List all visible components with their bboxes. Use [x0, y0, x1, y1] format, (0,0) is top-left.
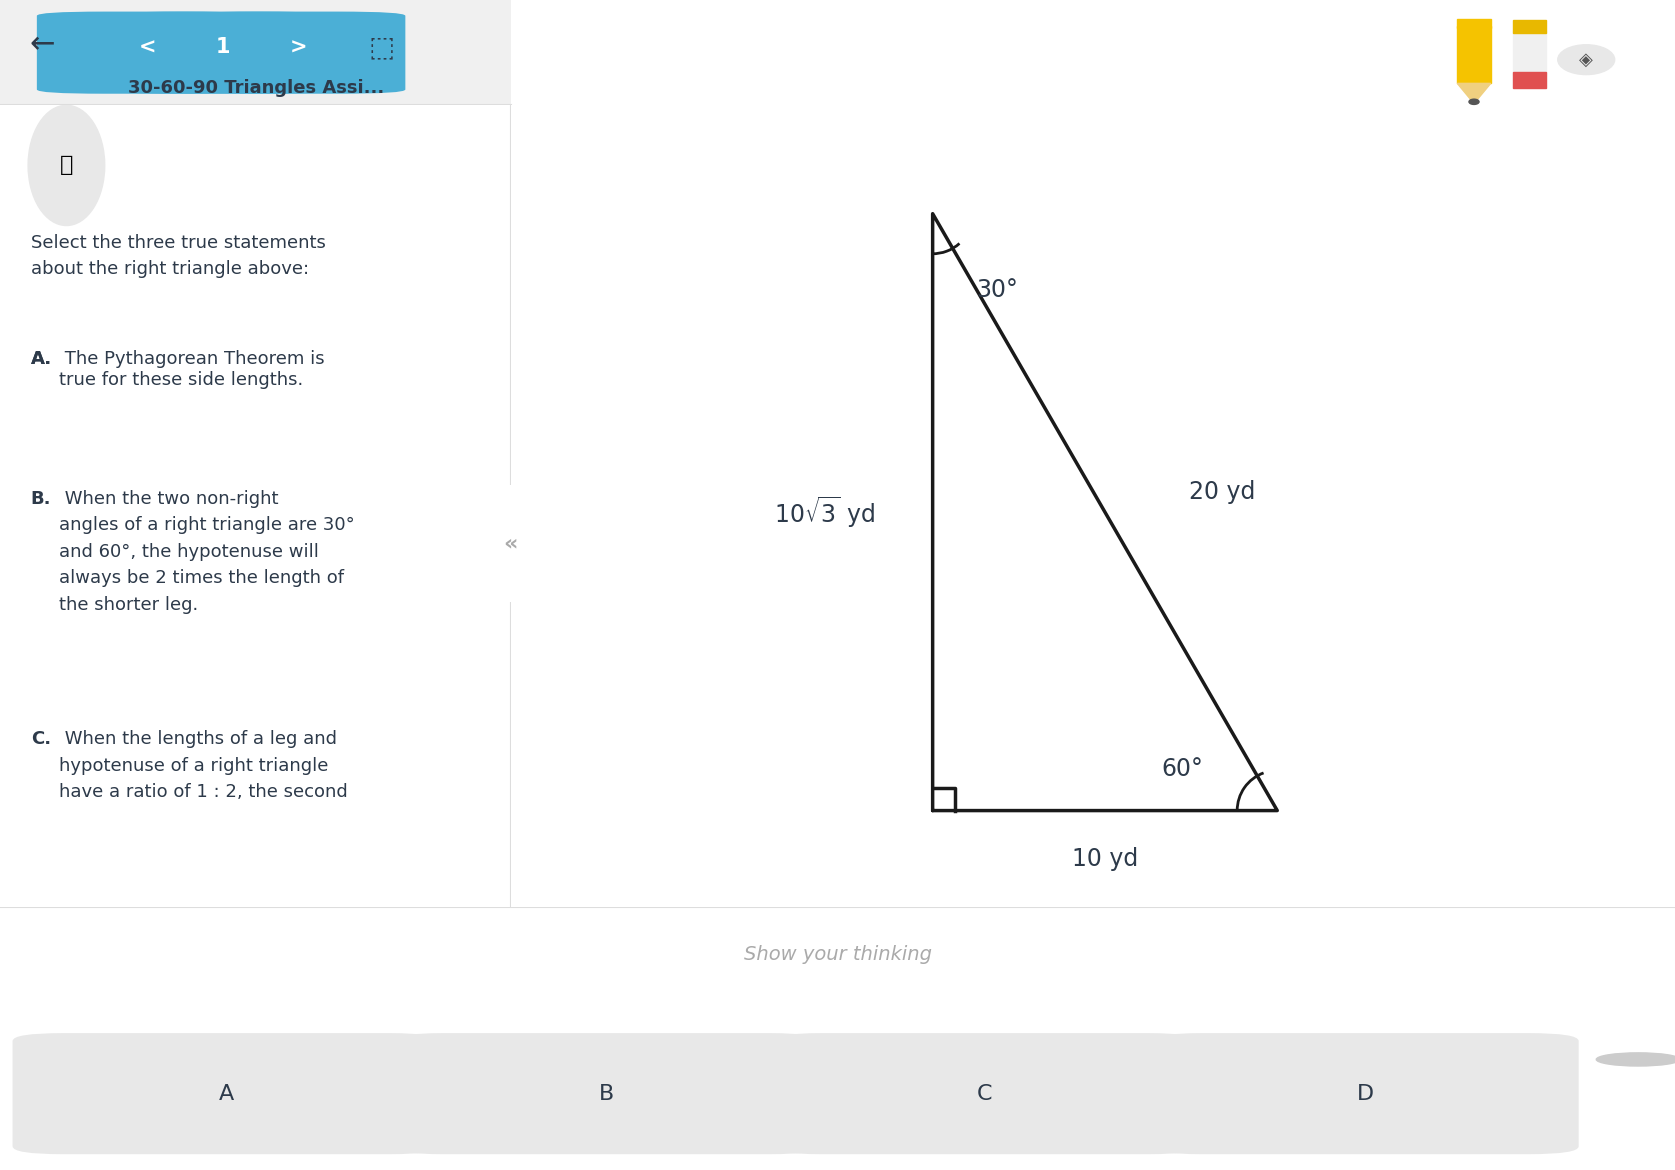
Bar: [1513, 71, 1546, 88]
Text: A: A: [218, 1083, 234, 1103]
Bar: [1457, 27, 1491, 83]
FancyBboxPatch shape: [112, 12, 330, 94]
Bar: [1457, 19, 1491, 28]
Text: ◈: ◈: [1580, 50, 1593, 69]
Text: «: «: [504, 534, 518, 553]
Text: 30°: 30°: [977, 277, 1018, 302]
Text: ⬚: ⬚: [368, 34, 395, 61]
Text: 30-60-90 Triangles Assi...: 30-60-90 Triangles Assi...: [129, 78, 384, 97]
Text: $10\sqrt{3}$ yd: $10\sqrt{3}$ yd: [774, 495, 874, 530]
Text: 20 yd: 20 yd: [1189, 480, 1256, 504]
Polygon shape: [1457, 83, 1491, 103]
Text: 60°: 60°: [1161, 757, 1203, 780]
FancyBboxPatch shape: [37, 12, 255, 94]
Text: D: D: [1357, 1083, 1373, 1103]
Circle shape: [1558, 44, 1615, 75]
Text: When the lengths of a leg and
hypotenuse of a right triangle
have a ratio of 1 :: When the lengths of a leg and hypotenuse…: [59, 730, 347, 801]
Text: A. The Pythagorean Theorem is
true for these side lengths.: A. The Pythagorean Theorem is true for t…: [30, 350, 313, 394]
Text: B: B: [598, 1083, 615, 1103]
FancyBboxPatch shape: [13, 1033, 439, 1154]
FancyBboxPatch shape: [486, 479, 536, 610]
Text: 1: 1: [216, 37, 229, 57]
Text: A.: A.: [30, 350, 52, 367]
Bar: [0, 0, 511, 105]
Text: A.: A.: [30, 350, 52, 367]
FancyBboxPatch shape: [188, 12, 405, 94]
Text: C: C: [977, 1083, 993, 1103]
Text: When the two non-right
angles of a right triangle are 30°
and 60°, the hypotenus: When the two non-right angles of a right…: [59, 490, 355, 613]
Text: The Pythagorean Theorem is
true for these side lengths.: The Pythagorean Theorem is true for thes…: [59, 350, 325, 388]
Text: ←: ←: [28, 29, 55, 58]
FancyBboxPatch shape: [770, 1033, 1198, 1154]
Text: Show your thinking: Show your thinking: [744, 944, 931, 964]
Circle shape: [28, 105, 106, 226]
FancyBboxPatch shape: [1151, 1033, 1578, 1154]
Circle shape: [1596, 1053, 1675, 1066]
Bar: [1513, 20, 1546, 33]
Circle shape: [1469, 99, 1479, 104]
Text: 👤: 👤: [60, 156, 74, 176]
Text: >: >: [290, 37, 307, 57]
Text: Select the three true statements
about the right triangle above:: Select the three true statements about t…: [30, 234, 325, 278]
Text: B.: B.: [30, 490, 52, 508]
Text: <: <: [139, 37, 156, 57]
Bar: [1513, 30, 1546, 75]
Text: C.: C.: [30, 730, 50, 749]
FancyBboxPatch shape: [392, 1033, 819, 1154]
Text: 10 yd: 10 yd: [1072, 847, 1137, 870]
